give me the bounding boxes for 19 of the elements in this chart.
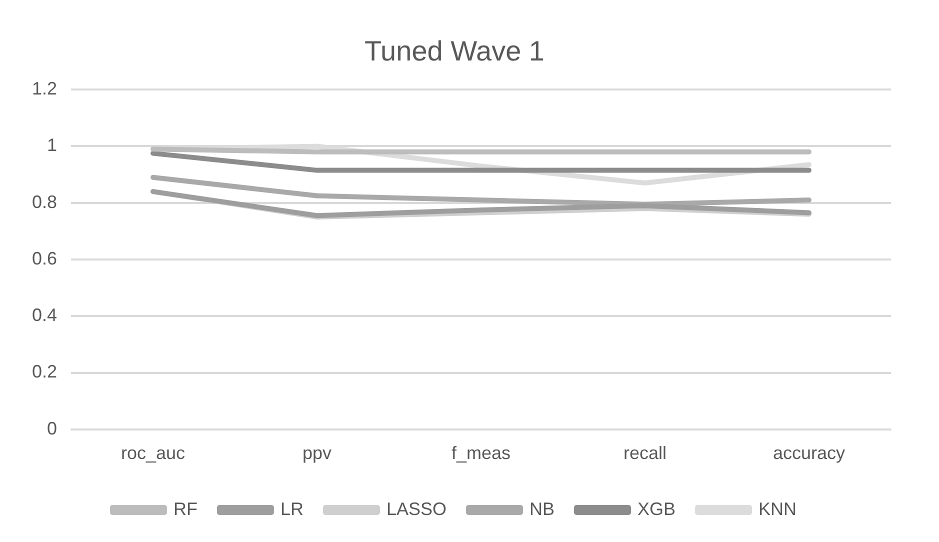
x-tick-label: f_meas: [451, 443, 511, 464]
legend-label: KNN: [758, 498, 797, 519]
y-tick-label: 0.2: [32, 362, 58, 382]
x-tick-label: accuracy: [772, 443, 846, 464]
y-tick-label: 1.2: [32, 78, 58, 99]
x-tick-label: ppv: [302, 443, 332, 464]
legend-label: LR: [280, 498, 304, 519]
y-tick-label: 1: [47, 135, 58, 156]
y-tick-label: 0: [47, 418, 58, 438]
y-tick-label: 0.4: [32, 305, 58, 326]
y-tick-label: 0.8: [32, 192, 58, 212]
x-tick-label: recall: [624, 443, 667, 464]
legend-label: RF: [173, 498, 198, 519]
legend-label: LASSO: [386, 498, 447, 519]
legend-label: NB: [530, 498, 555, 519]
chart-title: Tuned Wave 1: [364, 36, 545, 67]
x-tick-label: roc_auc: [120, 443, 186, 464]
legend-label: XGB: [638, 498, 676, 519]
y-tick-label: 0.6: [32, 248, 58, 268]
